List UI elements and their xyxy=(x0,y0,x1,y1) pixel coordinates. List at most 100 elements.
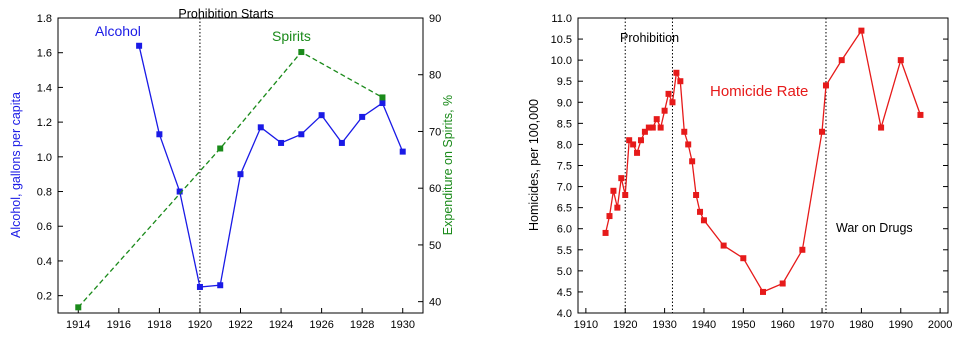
homicide-rate-point xyxy=(610,187,617,194)
alcohol-point xyxy=(338,139,345,146)
y-tick-label: 0.8 xyxy=(37,187,52,199)
x-tick-label: 2000 xyxy=(928,319,952,331)
homicide-rate-point xyxy=(606,213,613,220)
alcohol-point xyxy=(217,282,224,289)
homicide-rate-point xyxy=(740,255,747,262)
homicide-rate-point xyxy=(665,90,672,97)
homicide-rate-point xyxy=(697,208,704,215)
homicide-rate-point xyxy=(693,192,700,198)
y-tick-label: 8.0 xyxy=(557,139,572,151)
homicide-rate-point xyxy=(614,204,621,211)
homicide-y-axis-label: Homicides, per 100,000 xyxy=(527,99,541,231)
x-tick-label: 1960 xyxy=(770,319,794,331)
y-tick-label: 1.6 xyxy=(37,48,52,60)
y-tick-label: 10.5 xyxy=(551,34,572,46)
homicide-rate-point xyxy=(838,57,845,64)
y-tick-label: 9.5 xyxy=(557,76,572,88)
y-tick-label: 6.5 xyxy=(557,203,572,215)
homicide-rate-point xyxy=(622,192,629,198)
y2-tick-label: 80 xyxy=(429,70,441,82)
homicide-rate-point xyxy=(661,107,668,114)
homicide-rate-point xyxy=(637,137,644,144)
x-tick-label: 1924 xyxy=(269,319,293,331)
homicide-rate-line xyxy=(604,28,922,293)
alcohol-point xyxy=(176,188,183,195)
x-tick-label: 1920 xyxy=(188,319,212,331)
homicide-rate-point xyxy=(685,141,692,148)
right-annotation-lines xyxy=(624,18,827,313)
alcohol-point xyxy=(257,124,264,131)
y-tick-label: 7.5 xyxy=(557,161,572,173)
homicide-rate-point xyxy=(653,116,660,123)
x-tick-label: 1930 xyxy=(652,319,676,331)
homicide-rate-point xyxy=(858,27,865,34)
x-tick-label: 1916 xyxy=(107,319,131,331)
spirits-point xyxy=(298,49,305,56)
x-tick-label: 1928 xyxy=(350,319,374,331)
alcohol-point xyxy=(237,171,244,178)
homicide-rate-point xyxy=(819,128,826,135)
alcohol-point xyxy=(318,112,325,119)
left-y-axis-label: Alcohol, gallons per capita xyxy=(9,92,23,238)
homicide-rate-point xyxy=(878,124,885,131)
x-tick-label: 1970 xyxy=(810,319,834,331)
y2-tick-label: 40 xyxy=(429,297,441,309)
prohibition-starts-label: Prohibition Starts xyxy=(178,7,273,21)
spirits-line xyxy=(77,51,383,308)
homicide-rate-point xyxy=(799,246,806,253)
homicide-rate-point xyxy=(669,99,676,106)
x-tick-label: 1914 xyxy=(66,319,90,331)
homicide-rate-point xyxy=(634,149,641,156)
y-tick-label: 0.2 xyxy=(37,291,52,303)
alcohol-point xyxy=(136,42,143,49)
y-tick-label: 11.0 xyxy=(551,13,572,25)
alcohol-point xyxy=(156,131,163,138)
y-tick-label: 10.0 xyxy=(551,55,572,67)
homicide-rate-point xyxy=(720,242,727,249)
homicide-rate-point xyxy=(897,57,904,64)
alcohol-label: Alcohol xyxy=(95,23,141,39)
spirits-label: Spirits xyxy=(272,28,311,44)
y-tick-label: 1.0 xyxy=(37,152,52,164)
homicide-rate-point xyxy=(649,124,656,131)
alcohol-point xyxy=(298,131,305,138)
homicide-rate-point xyxy=(618,175,625,182)
homicide-rate-point xyxy=(641,128,648,135)
x-tick-label: 1910 xyxy=(574,319,598,331)
x-tick-label: 1940 xyxy=(692,319,716,331)
homicide-rate-point xyxy=(673,69,680,76)
homicide-rate-point xyxy=(630,141,637,148)
y2-tick-label: 50 xyxy=(429,240,441,252)
y-tick-label: 4.0 xyxy=(557,308,572,320)
alcohol-point xyxy=(399,148,406,155)
spirits-point xyxy=(379,94,386,101)
alcohol-point xyxy=(379,100,386,107)
y-tick-label: 5.0 xyxy=(557,266,572,278)
left-series xyxy=(75,42,406,311)
x-tick-label: 1950 xyxy=(731,319,755,331)
y-tick-label: 4.5 xyxy=(557,287,572,299)
homicide-rate-point xyxy=(689,158,696,165)
homicide-rate-point xyxy=(645,124,652,131)
y-tick-label: 7.0 xyxy=(557,182,572,194)
homicide-rate-point xyxy=(677,78,684,85)
right-x-ticks: 1910 1920 1930 1940 1950 1960 1970 1980 1990 2000 xyxy=(574,308,952,331)
y-tick-label: 1.2 xyxy=(37,117,52,129)
y2-tick-label: 60 xyxy=(429,183,441,195)
alcohol-point xyxy=(278,139,285,146)
x-tick-label: 1920 xyxy=(613,319,637,331)
homicide-rate-point xyxy=(917,111,924,118)
homicide-rate-point xyxy=(822,82,829,89)
homicide-rate-point xyxy=(657,124,664,131)
x-tick-label: 1918 xyxy=(147,319,171,331)
alcohol-point xyxy=(196,283,203,290)
y-tick-label: 1.8 xyxy=(37,13,52,25)
right-y-ticks: 4.0 4.5 5.0 5.5 6.0 6.5 7.0 7.5 8.0 8.5 9.0 9.5 10.0… xyxy=(551,13,948,320)
homicide-rate-point xyxy=(760,288,766,295)
y-tick-label: 9.0 xyxy=(557,97,572,109)
homicide-rate-point xyxy=(626,137,633,144)
left-y-ticks: 0.2 0.4 0.6 0.8 1.0 1.2 1.4 1.6 1.8 xyxy=(37,13,63,303)
alcohol-line xyxy=(138,45,404,288)
